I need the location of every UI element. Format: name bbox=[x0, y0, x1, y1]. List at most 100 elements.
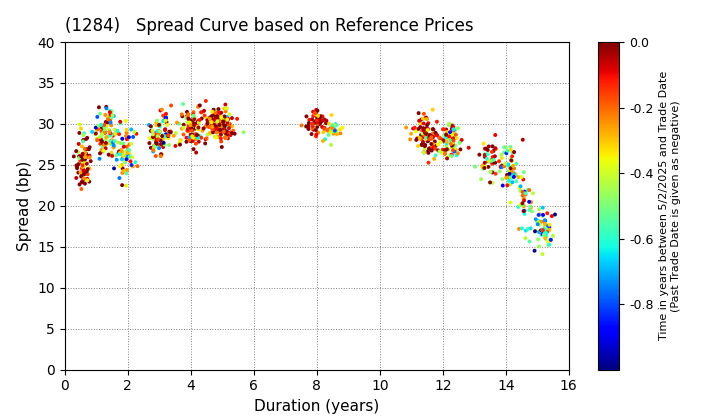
Point bbox=[211, 111, 222, 118]
Point bbox=[123, 150, 135, 157]
Point bbox=[189, 120, 201, 127]
Point bbox=[185, 121, 197, 128]
Point bbox=[207, 126, 218, 133]
Point bbox=[94, 110, 106, 117]
Point bbox=[503, 161, 514, 168]
Point bbox=[219, 116, 230, 122]
Point bbox=[186, 133, 198, 139]
Point bbox=[539, 228, 551, 235]
Point bbox=[125, 158, 136, 165]
Point bbox=[497, 182, 508, 189]
Point bbox=[513, 204, 524, 210]
Point bbox=[76, 165, 88, 172]
Point bbox=[110, 152, 122, 159]
Point bbox=[211, 115, 222, 121]
Point bbox=[534, 228, 545, 235]
Point bbox=[103, 151, 114, 158]
Point bbox=[207, 120, 218, 127]
Point bbox=[120, 182, 132, 189]
Point bbox=[427, 144, 438, 151]
Point bbox=[99, 112, 111, 118]
Point bbox=[441, 129, 452, 136]
Point bbox=[160, 114, 171, 121]
Point bbox=[184, 121, 195, 128]
Point bbox=[191, 136, 202, 142]
Point bbox=[107, 139, 119, 146]
Point bbox=[114, 151, 125, 158]
Point bbox=[160, 115, 171, 121]
Point bbox=[504, 165, 516, 172]
Point bbox=[153, 128, 165, 134]
Point bbox=[424, 132, 436, 139]
Point bbox=[81, 134, 93, 141]
Point bbox=[322, 127, 333, 134]
Point bbox=[192, 126, 204, 133]
Point bbox=[307, 125, 318, 131]
Point bbox=[213, 122, 225, 129]
Point bbox=[150, 142, 161, 149]
Point bbox=[78, 130, 90, 136]
Point bbox=[113, 148, 125, 155]
Point bbox=[78, 163, 90, 169]
Point bbox=[319, 116, 330, 123]
Point bbox=[96, 148, 107, 155]
Point bbox=[311, 118, 323, 125]
Point bbox=[482, 163, 494, 170]
Point bbox=[192, 124, 203, 131]
Point bbox=[191, 132, 202, 139]
Point bbox=[222, 119, 233, 126]
Point bbox=[212, 113, 223, 120]
Point bbox=[496, 155, 508, 161]
Point bbox=[214, 112, 225, 118]
Point bbox=[214, 127, 225, 134]
Point bbox=[184, 137, 195, 144]
Point bbox=[225, 129, 236, 136]
Point bbox=[151, 140, 163, 147]
Point bbox=[416, 142, 428, 148]
Point bbox=[114, 140, 126, 147]
Point bbox=[328, 124, 339, 131]
Point bbox=[119, 153, 130, 160]
Point bbox=[428, 132, 440, 139]
Point bbox=[549, 211, 561, 218]
Point bbox=[208, 106, 220, 113]
Point bbox=[80, 160, 91, 167]
Point bbox=[413, 117, 425, 124]
Point bbox=[539, 225, 550, 232]
Point bbox=[422, 127, 433, 134]
Point bbox=[530, 216, 541, 223]
Point bbox=[547, 233, 559, 239]
Point bbox=[420, 129, 432, 136]
Point bbox=[181, 127, 193, 134]
Point bbox=[76, 156, 88, 163]
Point bbox=[325, 142, 337, 148]
Point bbox=[505, 172, 517, 179]
Point bbox=[438, 132, 450, 139]
Point bbox=[198, 108, 210, 114]
Point bbox=[500, 144, 511, 151]
Point bbox=[325, 112, 337, 118]
Point bbox=[192, 132, 204, 139]
Point bbox=[303, 120, 315, 126]
Point bbox=[96, 143, 108, 150]
Point bbox=[165, 128, 176, 135]
Point bbox=[518, 202, 529, 209]
Point bbox=[91, 113, 103, 120]
Point bbox=[490, 171, 501, 177]
Point bbox=[74, 158, 86, 164]
Point bbox=[76, 154, 88, 161]
Point bbox=[117, 155, 128, 162]
Point bbox=[335, 130, 346, 137]
Point bbox=[448, 126, 459, 133]
Point bbox=[192, 104, 204, 110]
Point bbox=[124, 151, 135, 158]
Point bbox=[186, 128, 197, 134]
Point bbox=[78, 168, 89, 174]
X-axis label: Duration (years): Duration (years) bbox=[254, 399, 379, 414]
Point bbox=[441, 146, 453, 152]
Point bbox=[312, 117, 324, 124]
Point bbox=[307, 108, 319, 115]
Point bbox=[210, 124, 221, 131]
Point bbox=[210, 110, 222, 117]
Point bbox=[224, 121, 235, 127]
